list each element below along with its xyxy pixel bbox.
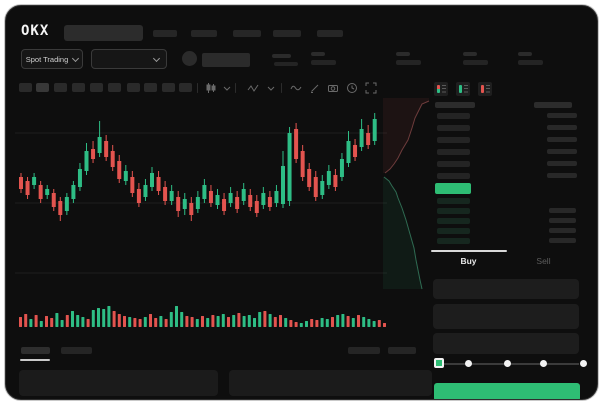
ask-amount-bar (547, 149, 577, 154)
bid-amount-bar (549, 208, 576, 213)
orderbook-layout-asks-icon[interactable] (478, 82, 492, 96)
ask-amount-bar (547, 113, 577, 118)
ticker-stat (518, 60, 543, 65)
chevron-down-icon[interactable] (264, 81, 277, 94)
buy-tab-indicator (431, 250, 507, 252)
wave-icon[interactable] (289, 81, 302, 94)
orderbook-column-header (534, 102, 572, 108)
ask-amount-bar (547, 125, 577, 130)
orderbook-column-header (435, 102, 475, 108)
amount-input-field[interactable] (433, 304, 579, 329)
pair-name-placeholder (202, 53, 250, 67)
timeframe-button[interactable] (36, 83, 49, 92)
total-input-field[interactable] (433, 333, 579, 354)
order-side-tabs: Buy Sell (431, 252, 581, 270)
slider-stop-dot[interactable] (540, 360, 547, 367)
slider-stop-dot[interactable] (580, 360, 587, 367)
bottom-panel-right (229, 370, 432, 396)
bid-price-bar[interactable] (437, 218, 470, 224)
camera-icon[interactable] (326, 81, 339, 94)
timeframe-button[interactable] (127, 83, 140, 92)
candle-type-icon[interactable] (204, 81, 217, 94)
clock-icon[interactable] (345, 81, 358, 94)
timeframe-button[interactable] (162, 83, 175, 92)
chevron-down-icon[interactable] (220, 81, 233, 94)
ask-price-bar[interactable] (437, 113, 470, 119)
nav-item[interactable] (317, 30, 343, 37)
ticker-stat (463, 52, 477, 56)
ticker-stat (396, 52, 410, 56)
bid-amount-bar (549, 238, 576, 243)
chevron-down-icon (152, 54, 161, 62)
price-input-field[interactable] (433, 279, 579, 299)
ask-amount-bar (547, 173, 577, 178)
timeframe-button[interactable] (108, 83, 121, 92)
okx-logo: OKX (21, 23, 50, 39)
submit-order-button[interactable] (434, 383, 580, 399)
indicator-icon[interactable] (246, 81, 259, 94)
last-price-bar[interactable] (435, 183, 471, 194)
bid-price-bar[interactable] (437, 238, 470, 244)
depth-chart (383, 98, 430, 290)
slider-stop-dot[interactable] (465, 360, 472, 367)
bid-price-bar[interactable] (437, 208, 470, 214)
bottom-panel-left (19, 370, 218, 396)
chevron-down-icon (72, 54, 80, 62)
ask-price-bar[interactable] (437, 137, 470, 143)
candlestick-chart[interactable] (15, 98, 387, 301)
nav-item[interactable] (191, 30, 217, 37)
ask-price-bar[interactable] (437, 161, 470, 167)
volume-chart[interactable] (15, 297, 387, 333)
orderbook-layout-combined-icon[interactable] (434, 82, 448, 96)
ask-price-bar[interactable] (437, 173, 470, 179)
ask-amount-bar (547, 161, 577, 166)
market-type-label: Spot Trading (25, 54, 69, 64)
fullscreen-icon[interactable] (364, 81, 377, 94)
orderbook-layout-bids-icon[interactable] (456, 82, 470, 96)
nav-item[interactable] (273, 30, 301, 37)
pencil-icon[interactable] (308, 81, 321, 94)
ticker-stat (396, 60, 421, 65)
ticker-stat (311, 60, 336, 65)
timeframe-button[interactable] (90, 83, 103, 92)
bid-amount-bar (549, 228, 576, 233)
price-stat-placeholder (274, 62, 298, 66)
coin-avatar (182, 51, 197, 66)
market-type-selector[interactable]: Spot Trading (21, 49, 83, 69)
bid-price-bar[interactable] (437, 228, 470, 234)
timeframe-button[interactable] (179, 83, 192, 92)
pair-selector-dropdown[interactable] (91, 49, 167, 69)
bottom-tab[interactable] (348, 347, 380, 354)
slider-stop-dot[interactable] (504, 360, 511, 367)
timeframe-button[interactable] (144, 83, 157, 92)
tab-sell[interactable]: Sell (536, 256, 551, 266)
price-stat-placeholder (272, 54, 291, 58)
ask-amount-bar (547, 137, 577, 142)
ticker-stat (518, 52, 532, 56)
tab-buy[interactable]: Buy (460, 256, 477, 266)
bottom-tab[interactable] (21, 347, 50, 354)
search-input[interactable] (64, 25, 143, 41)
app-window: OKX Spot Trading (5, 5, 598, 400)
toolbar-divider (197, 83, 198, 93)
toolbar-divider (235, 83, 236, 93)
active-tab-indicator (20, 359, 50, 361)
bid-amount-bar (549, 218, 576, 223)
bottom-tab[interactable] (388, 347, 416, 354)
nav-item[interactable] (153, 30, 177, 37)
nav-item[interactable] (233, 30, 261, 37)
bid-price-bar[interactable] (437, 198, 470, 204)
bottom-tab[interactable] (61, 347, 92, 354)
amount-slider-handle[interactable] (434, 358, 444, 368)
toolbar-divider (281, 83, 282, 93)
timeframe-button[interactable] (19, 83, 32, 92)
timeframe-button[interactable] (72, 83, 85, 92)
timeframe-button[interactable] (54, 83, 67, 92)
ask-price-bar[interactable] (437, 125, 470, 131)
ask-price-bar[interactable] (437, 149, 470, 155)
ticker-stat (463, 60, 488, 65)
ticker-stat (311, 52, 325, 56)
